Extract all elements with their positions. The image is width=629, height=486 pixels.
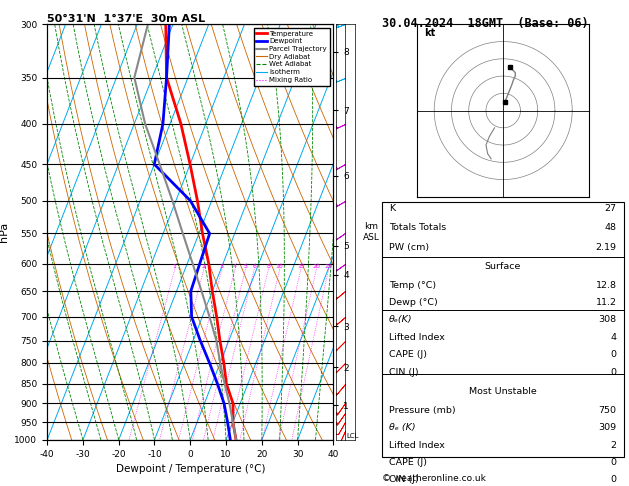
Text: 0: 0 xyxy=(611,350,616,359)
Text: Lifted Index: Lifted Index xyxy=(389,440,445,450)
Text: 750: 750 xyxy=(599,406,616,415)
Text: Surface: Surface xyxy=(485,261,521,271)
Text: 0: 0 xyxy=(611,367,616,377)
X-axis label: Dewpoint / Temperature (°C): Dewpoint / Temperature (°C) xyxy=(116,464,265,474)
Text: 0: 0 xyxy=(611,475,616,484)
Text: θₑ(K): θₑ(K) xyxy=(389,315,413,325)
Text: 0: 0 xyxy=(611,458,616,467)
Legend: Temperature, Dewpoint, Parcel Trajectory, Dry Adiabat, Wet Adiabat, Isotherm, Mi: Temperature, Dewpoint, Parcel Trajectory… xyxy=(253,28,330,86)
Text: LCL: LCL xyxy=(346,433,359,439)
Text: Temp (°C): Temp (°C) xyxy=(389,281,436,290)
Text: 1: 1 xyxy=(173,264,177,269)
Text: 20: 20 xyxy=(313,264,320,269)
Text: 50°31'N  1°37'E  30m ASL: 50°31'N 1°37'E 30m ASL xyxy=(47,14,205,23)
Text: 2.19: 2.19 xyxy=(596,243,616,252)
Text: 5: 5 xyxy=(243,264,247,269)
Text: 11.2: 11.2 xyxy=(596,298,616,307)
Text: 309: 309 xyxy=(599,423,616,432)
Text: 2: 2 xyxy=(611,440,616,450)
Text: 25: 25 xyxy=(325,264,333,269)
Text: © weatheronline.co.uk: © weatheronline.co.uk xyxy=(382,474,486,483)
Text: 48: 48 xyxy=(604,224,616,232)
Text: 4: 4 xyxy=(611,333,616,342)
Y-axis label: hPa: hPa xyxy=(0,222,9,242)
Text: 12.8: 12.8 xyxy=(596,281,616,290)
Text: 15: 15 xyxy=(297,264,304,269)
Text: 10: 10 xyxy=(276,264,284,269)
Text: θₑ (K): θₑ (K) xyxy=(389,423,416,432)
Text: Pressure (mb): Pressure (mb) xyxy=(389,406,455,415)
Text: PW (cm): PW (cm) xyxy=(389,243,429,252)
Text: 8: 8 xyxy=(267,264,270,269)
Text: Lifted Index: Lifted Index xyxy=(389,333,445,342)
Text: 30.04.2024  18GMT  (Base: 06): 30.04.2024 18GMT (Base: 06) xyxy=(382,17,588,30)
Text: CAPE (J): CAPE (J) xyxy=(389,458,427,467)
Text: Most Unstable: Most Unstable xyxy=(469,387,537,396)
Text: K: K xyxy=(389,204,395,213)
Text: 3: 3 xyxy=(220,264,224,269)
Text: Dewp (°C): Dewp (°C) xyxy=(389,298,438,307)
Text: 4: 4 xyxy=(233,264,237,269)
Text: 27: 27 xyxy=(604,204,616,213)
Text: CAPE (J): CAPE (J) xyxy=(389,350,427,359)
Text: CIN (J): CIN (J) xyxy=(389,475,419,484)
Text: kt: kt xyxy=(424,28,435,38)
Text: 2: 2 xyxy=(202,264,206,269)
Text: CIN (J): CIN (J) xyxy=(389,367,419,377)
Y-axis label: km
ASL: km ASL xyxy=(363,223,379,242)
Text: Totals Totals: Totals Totals xyxy=(389,224,447,232)
Text: 6: 6 xyxy=(252,264,256,269)
Text: 308: 308 xyxy=(599,315,616,325)
